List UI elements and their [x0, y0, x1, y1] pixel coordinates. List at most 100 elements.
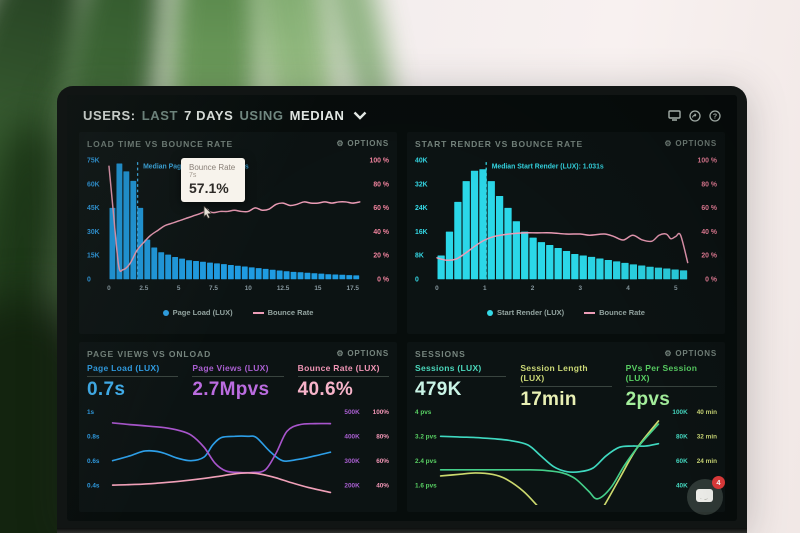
page-views-chart[interactable]: 1s 500K 100% 0.8s 400K 80% 0.6s 300K 60% 0.4s 200K… [87, 403, 389, 505]
y-right-tick: 40% [376, 482, 389, 489]
chat-button[interactable]: 4 [687, 476, 725, 515]
bar [227, 264, 234, 280]
panel-start-render-vs-bounce-rate: START RENDER VS BOUNCE RATE ⚙ OPTIONS 40… [407, 132, 725, 334]
y-left-tick: 75K [87, 158, 100, 165]
bar [521, 231, 529, 280]
y-right-tick: 24 min [697, 458, 717, 465]
y-left-tick: 0.8s [87, 434, 100, 441]
options-button[interactable]: ⚙ OPTIONS [336, 349, 389, 358]
load-time-chart[interactable]: 75K 100 % 60K 80 % 45K 60 % 30K 40 % 15K 20 % 0 0 %… [87, 150, 389, 306]
y-right-tick: 60% [376, 458, 389, 465]
bar [638, 265, 646, 280]
y-axis-ticks: 40K 100 % 32K 80 % 24K 60 % 16K 40 % 8K 20 % 0 0 % [415, 158, 717, 284]
chart-legend: Page Load (LUX) Bounce Rate [87, 306, 389, 319]
y-right-tick: 100% [373, 409, 389, 416]
x-tick: 12.5 [277, 285, 290, 292]
y-left-tick: 0 [87, 277, 91, 284]
bar [512, 221, 520, 280]
x-tick: 1 [483, 285, 487, 292]
legend-label: Page Load (LUX) [172, 308, 233, 317]
legend-item: Bounce Rate [252, 308, 313, 317]
bar [445, 231, 454, 280]
chart-legend: Start Render (LUX) Bounce Rate [415, 306, 717, 319]
series-line [439, 420, 660, 505]
y-mid-tick: 60K [676, 458, 688, 465]
bar [172, 257, 179, 280]
metric-page-views: Page Views (LUX) 2.7Mpvs [192, 363, 284, 403]
bounce-rate-line [108, 165, 361, 273]
y-right-tick: 80 % [701, 181, 717, 188]
gear-icon: ⚙ [336, 138, 345, 148]
metric-pvs-per-session: PVs Per Session (LUX) 2pvs [625, 363, 717, 410]
bar [255, 268, 262, 280]
legend-label: Bounce Rate [599, 308, 645, 317]
share-icon[interactable] [689, 109, 701, 122]
bar [297, 272, 304, 280]
bar [339, 274, 346, 280]
x-tick: 17.5 [347, 285, 360, 292]
panel-load-time-vs-bounce-rate: LOAD TIME VS BOUNCE RATE ⚙ OPTIONS 75K 10… [79, 132, 397, 334]
bar [504, 207, 512, 280]
x-axis-ticks: 0 1 2 3 4 5 [435, 285, 678, 292]
bar [276, 270, 283, 280]
y-axis-ticks: 75K 100 % 60K 80 % 45K 60 % 30K 40 % 15K 20 % 0 0 % [87, 158, 389, 284]
x-tick: 4 [626, 285, 630, 292]
monitor-icon[interactable] [668, 110, 681, 121]
y-mid-tick: 500K [344, 409, 360, 416]
y-right-tick: 0 % [705, 277, 717, 284]
bar [304, 272, 311, 280]
median-annotation: Median Start Render (LUX): 1.031s [492, 164, 604, 171]
bar [283, 271, 290, 280]
panel-title: LOAD TIME VS BOUNCE RATE [87, 138, 234, 149]
tooltip-x-value: 7s [189, 172, 197, 179]
legend-swatch [487, 309, 494, 316]
bar [144, 239, 151, 280]
bar [220, 264, 227, 280]
start-render-chart[interactable]: 40K 100 % 32K 80 % 24K 60 % 16K 40 % 8K 20 % 0 0 % M… [415, 150, 717, 306]
bar [479, 169, 487, 280]
chevron-down-icon[interactable] [353, 111, 367, 120]
y-right-tick: 0 % [377, 277, 389, 284]
metric-label: PVs Per Session (LUX) [625, 363, 717, 387]
y-left-tick: 45K [87, 205, 100, 212]
x-tick: 2 [531, 285, 535, 292]
y-left-tick: 2.4 pvs [415, 458, 437, 465]
y-left-tick: 8K [415, 253, 424, 260]
y-right-tick: 80% [376, 434, 389, 441]
sessions-chart[interactable]: 4 pvs 100K 40 min 3.2 pvs 80K 32 min 2.4 pvs 60… [415, 403, 717, 505]
header-segment: LAST [141, 108, 179, 123]
metric-value: 2.7Mpvs [192, 379, 270, 400]
tooltip-label: Bounce Rate [189, 163, 236, 172]
options-button[interactable]: ⚙ OPTIONS [664, 139, 717, 148]
panel-page-views-vs-onload: PAGE VIEWS VS ONLOAD ⚙ OPTIONS Page Load… [79, 342, 397, 512]
metric-value: 40.6% [297, 379, 354, 400]
y-mid-tick: 300K [344, 458, 360, 465]
legend-item: Page Load (LUX) [162, 308, 233, 317]
bar [193, 261, 199, 280]
series-line [111, 472, 332, 494]
metric-label: Page Load (LUX) [87, 363, 179, 377]
y-left-tick: 1.6 pvs [415, 482, 437, 489]
options-button[interactable]: ⚙ OPTIONS [664, 349, 717, 358]
options-button[interactable]: ⚙ OPTIONS [336, 139, 389, 148]
bars [109, 163, 360, 280]
bar [646, 266, 654, 280]
metric-sessions: Sessions (LUX) 479K [415, 363, 507, 403]
metric-page-load: Page Load (LUX) 0.7s [87, 363, 179, 403]
help-icon[interactable]: ? [709, 109, 721, 122]
bar [462, 181, 470, 280]
notification-badge: 4 [712, 476, 725, 489]
legend-item: Start Render (LUX) [487, 308, 564, 317]
bar [325, 274, 332, 280]
bar [587, 256, 596, 280]
bar [663, 268, 671, 280]
metric-label: Session Length (LUX) [520, 363, 612, 387]
bar [137, 207, 144, 280]
y-left-tick: 15K [87, 253, 100, 260]
gear-icon: ⚙ [664, 348, 673, 358]
bar [123, 171, 130, 280]
bar [241, 266, 248, 280]
y-left-tick: 0 [415, 277, 419, 284]
y-left-tick: 1s [87, 409, 95, 416]
y-mid-tick: 80K [676, 434, 688, 441]
